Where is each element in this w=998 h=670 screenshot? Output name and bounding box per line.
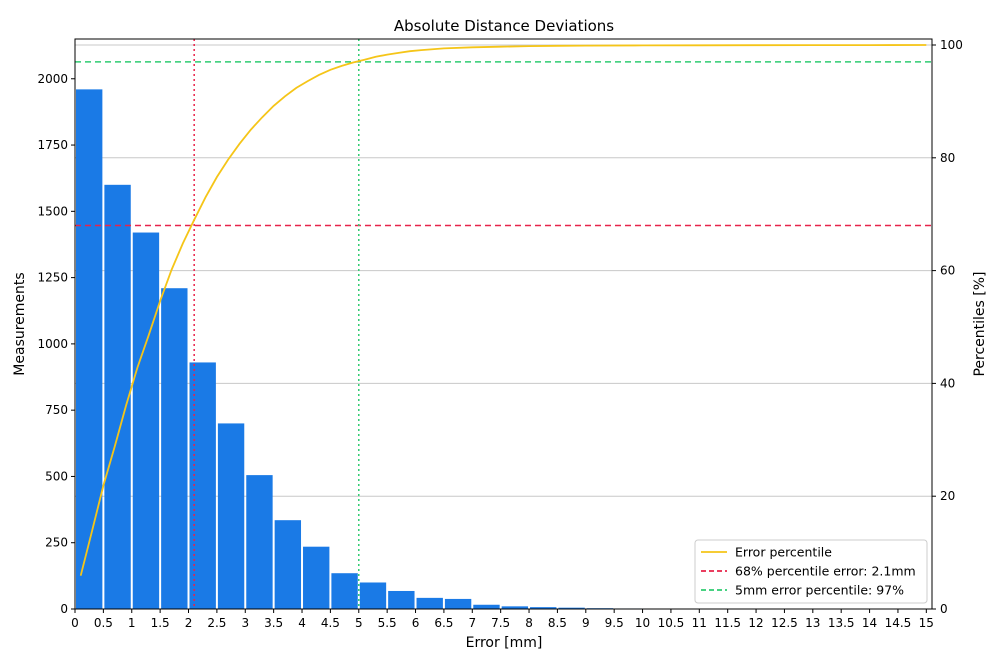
- x-tick-label: 10.5: [658, 616, 685, 630]
- x-tick-label: 2: [185, 616, 193, 630]
- x-tick-label: 7.5: [491, 616, 510, 630]
- y-tick-label: 1500: [37, 204, 68, 218]
- y-tick-label: 0: [60, 602, 68, 616]
- histogram-bar: [274, 520, 302, 609]
- y-tick-label: 1250: [37, 271, 68, 285]
- x-tick-label: 4.5: [321, 616, 340, 630]
- x-tick-label: 5.5: [378, 616, 397, 630]
- x-tick-label: 11.5: [714, 616, 741, 630]
- y-tick-label: 1750: [37, 138, 68, 152]
- plot-frame: [74, 38, 933, 610]
- y2-tick-label: 0: [940, 602, 948, 616]
- x-tick-label: 8: [525, 616, 533, 630]
- x-tick-label: 5: [355, 616, 363, 630]
- y-tick-label: 500: [45, 469, 68, 483]
- x-tick-label: 6: [412, 616, 420, 630]
- y-axis-right: 0 20 40 60 80 100: [932, 38, 963, 616]
- legend: Error percentile 68% percentile error: 2.…: [694, 539, 928, 604]
- y2-tick-label: 80: [940, 151, 955, 165]
- chart-title: Absolute Distance Deviations: [394, 17, 614, 35]
- y2-tick-label: 20: [940, 489, 955, 503]
- histogram-bar: [558, 607, 585, 609]
- grid: [75, 44, 932, 497]
- x-tick-label: 1.5: [151, 616, 170, 630]
- bars: [76, 89, 670, 610]
- x-axis-title: Error [mm]: [466, 635, 543, 651]
- x-tick-label: 6.5: [434, 616, 453, 630]
- histogram-bar: [303, 546, 330, 609]
- histogram-bar: [416, 597, 443, 609]
- y-tick-label: 2000: [37, 72, 68, 86]
- percentile-line: [79, 44, 927, 576]
- histogram-bar: [530, 607, 557, 609]
- histogram-bar: [444, 598, 472, 609]
- legend-label: 68% percentile error: 2.1mm: [735, 564, 916, 579]
- legend-box: [694, 539, 928, 604]
- x-tick-label: 15: [919, 616, 934, 630]
- x-axis: 0 0.5 1 1.5 2 2.5 3 3.5 4 4.5 5 5.5 6 6.5 7 7.5 8 8.5 9 9.5…: [71, 609, 934, 630]
- x-tick-label: 13.5: [828, 616, 855, 630]
- x-tick-label: 9: [582, 616, 590, 630]
- x-tick-label: 0: [71, 616, 79, 630]
- x-tick-label: 9.5: [605, 616, 624, 630]
- x-tick-label: 4: [298, 616, 306, 630]
- histogram-bar: [388, 590, 415, 609]
- y2-tick-label: 100: [940, 38, 963, 52]
- y-tick-label: 1000: [37, 337, 68, 351]
- histogram-bar: [104, 184, 131, 609]
- histogram-bar: [501, 606, 529, 609]
- histogram-bar: [132, 232, 160, 609]
- x-tick-label: 11: [692, 616, 707, 630]
- x-tick-label: 3: [241, 616, 249, 630]
- x-tick-label: 7: [468, 616, 476, 630]
- y2-tick-label: 60: [940, 264, 955, 278]
- x-tick-label: 10: [635, 616, 650, 630]
- y2-tick-label: 40: [940, 376, 955, 390]
- x-tick-label: 12: [748, 616, 763, 630]
- x-tick-label: 1: [128, 616, 136, 630]
- histogram-bar: [76, 89, 103, 610]
- y-tick-label: 250: [45, 536, 68, 550]
- histogram-bar: [246, 475, 273, 609]
- legend-label: 5mm error percentile: 97%: [735, 583, 904, 598]
- histogram-bar: [473, 604, 500, 609]
- x-tick-label: 8.5: [548, 616, 567, 630]
- y-axis-title: Measurements: [12, 272, 28, 375]
- x-tick-label: 14: [862, 616, 877, 630]
- x-tick-label: 14.5: [885, 616, 912, 630]
- histogram-bar: [331, 573, 358, 609]
- histogram-bar: [217, 423, 245, 609]
- histogram-bar: [161, 288, 188, 609]
- percentile-curve: [79, 44, 927, 576]
- x-tick-label: 12.5: [771, 616, 798, 630]
- y-tick-label: 750: [45, 403, 68, 417]
- x-tick-label: 2.5: [207, 616, 226, 630]
- x-tick-label: 13: [805, 616, 820, 630]
- histogram-bar: [359, 582, 387, 609]
- y2-axis-title: Percentiles [%]: [972, 271, 988, 376]
- x-tick-label: 0.5: [94, 616, 113, 630]
- y-axis-left: 0 250 500 750 1000 1250 1500 1750 2000: [37, 72, 75, 616]
- x-tick-label: 3.5: [264, 616, 283, 630]
- reference-lines: [75, 39, 932, 609]
- legend-label: Error percentile: [735, 545, 832, 560]
